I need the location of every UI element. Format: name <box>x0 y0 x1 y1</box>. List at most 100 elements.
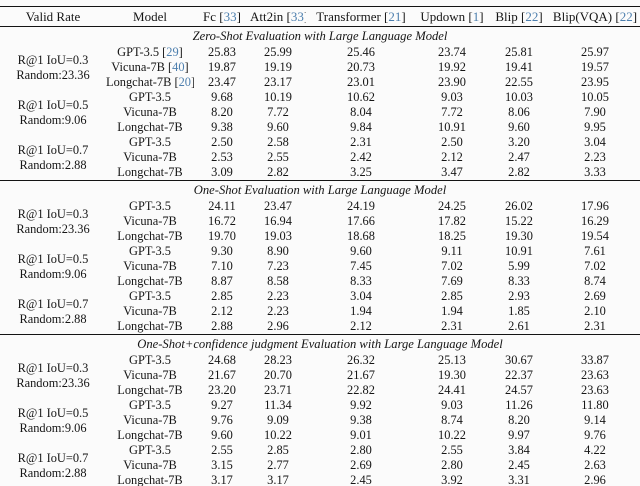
table-row: R@1 IoU=0.5 Random:9.06 GPT-3.5 9.68 10.19 10… <box>0 90 640 127</box>
model-cell: Longchat-7B <box>117 274 183 288</box>
valid-rate-line: R@1 IoU=0.7 <box>17 451 89 466</box>
metric-value-cell: 8.74 <box>584 274 606 288</box>
table-row: Longchat-7B 19.70 19.03 18.68 18.25 19.30 19.5… <box>0 229 640 244</box>
metric-value-cell: 8.90 <box>267 244 289 258</box>
metric-value-cell: 9.76 <box>584 428 606 442</box>
section-title: One-Shot+confidence judgment Evaluation … <box>137 337 503 351</box>
model-cell: Longchat-7B [20] <box>106 75 194 89</box>
metric-value-cell: 2.96 <box>267 319 289 333</box>
metric-value-cell: 10.03 <box>505 90 533 104</box>
metric-value-cell: 25.83 <box>208 45 236 59</box>
valid-rate-cell: R@1 IoU=0.5 Random:9.06 <box>0 244 106 289</box>
valid-rate-line: R@1 IoU=0.5 <box>17 406 89 421</box>
metric-value-cell: 3.31 <box>508 473 530 486</box>
metric-value-cell: 10.19 <box>264 90 292 104</box>
metric-value-cell: 2.69 <box>350 458 372 472</box>
metric-value-cell: 2.12 <box>350 319 372 333</box>
section-heading-row: One-Shot Evaluation with Large Language … <box>0 180 640 199</box>
metric-value-cell: 24.57 <box>505 383 533 397</box>
citation-link[interactable]: 22 <box>525 8 539 24</box>
model-cell: Vicuna-7B <box>123 150 177 164</box>
metric-value-cell: 9.27 <box>211 398 233 412</box>
metric-value-cell: 2.53 <box>211 150 233 164</box>
table-row: R@1 IoU=0.5 Random:9.06 GPT-3.5 9.30 8.90 9.6… <box>0 244 640 281</box>
metric-value-cell: 2.58 <box>267 135 289 149</box>
table-row: Longchat-7B 9.38 9.60 9.84 10.91 9.60 9.95 <box>0 120 640 135</box>
metric-value-cell: 10.91 <box>505 244 533 258</box>
metric-value-cell: 3.04 <box>584 135 606 149</box>
citation-link[interactable]: 20 <box>178 75 191 89</box>
valid-rate-cell: R@1 IoU=0.3 Random:23.36 <box>0 45 106 90</box>
metric-value-cell: 24.19 <box>347 199 375 213</box>
column-header-model: Model <box>106 6 194 27</box>
valid-rate-line: R@1 IoU=0.7 <box>17 143 89 158</box>
model-cell: Vicuna-7B <box>123 458 177 472</box>
column-header-fc: Fc [33] <box>194 6 250 27</box>
valid-rate-cell: R@1 IoU=0.5 Random:9.06 <box>0 398 106 443</box>
table-row: R@1 IoU=0.5 Random:9.06 GPT-3.5 9.27 11.34 9.… <box>0 398 640 435</box>
metric-value-cell: 3.47 <box>441 165 463 179</box>
table-row: R@1 IoU=0.3 Random:23.36 GPT-3.5 [29] 25.83… <box>0 45 640 82</box>
metric-value-cell: 3.25 <box>350 165 372 179</box>
model-cell: GPT-3.5 <box>129 135 171 149</box>
model-cell: Longchat-7B <box>117 473 183 486</box>
metric-value-cell: 20.70 <box>264 368 292 382</box>
metric-value-cell: 2.10 <box>584 304 606 318</box>
citation-link[interactable]: 33 <box>223 8 237 24</box>
metric-value-cell: 23.17 <box>264 75 292 89</box>
metric-value-cell: 2.61 <box>508 319 530 333</box>
metric-value-cell: 2.82 <box>267 165 289 179</box>
metric-value-cell: 23.63 <box>581 368 609 382</box>
metric-value-cell: 2.80 <box>350 443 372 457</box>
metric-value-cell: 3.17 <box>211 473 233 486</box>
citation-link[interactable]: 29 <box>166 45 179 59</box>
citation-link[interactable]: 1 <box>472 8 480 24</box>
valid-rate-line: Random:2.88 <box>19 311 87 326</box>
metric-value-cell: 9.97 <box>508 428 530 442</box>
valid-rate-cell: R@1 IoU=0.7 Random:2.88 <box>0 443 106 486</box>
model-cell: GPT-3.5 <box>129 353 171 367</box>
citation-link[interactable]: 22 <box>619 8 633 24</box>
valid-rate-line: R@1 IoU=0.7 <box>17 297 89 312</box>
metric-value-cell: 23.90 <box>438 75 466 89</box>
metric-value-cell: 2.93 <box>508 289 530 303</box>
metric-value-cell: 7.45 <box>350 259 372 273</box>
metric-value-cell: 2.80 <box>441 458 463 472</box>
citation-link[interactable]: 40 <box>172 60 185 74</box>
metric-value-cell: 19.92 <box>438 60 466 74</box>
model-cell: GPT-3.5 <box>129 443 171 457</box>
metric-value-cell: 3.09 <box>211 165 233 179</box>
metric-value-cell: 3.84 <box>508 443 530 457</box>
metric-value-cell: 2.12 <box>441 150 463 164</box>
column-header-blip: Blip [22] <box>488 6 550 27</box>
table-row: R@1 IoU=0.7 Random:2.88 GPT-3.5 2.50 2.58 2.3… <box>0 135 640 172</box>
model-cell: GPT-3.5 <box>129 199 171 213</box>
metric-value-cell: 19.19 <box>264 60 292 74</box>
metric-value-cell: 19.57 <box>581 60 609 74</box>
citation-link[interactable]: 33 <box>290 8 304 24</box>
metric-value-cell: 19.70 <box>208 229 236 243</box>
metric-value-cell: 2.85 <box>211 289 233 303</box>
metric-value-cell: 15.22 <box>505 214 533 228</box>
metric-value-cell: 19.54 <box>581 229 609 243</box>
metric-value-cell: 23.95 <box>581 75 609 89</box>
metric-value-cell: 23.47 <box>208 75 236 89</box>
metric-value-cell: 23.74 <box>438 45 466 59</box>
metric-value-cell: 30.67 <box>505 353 533 367</box>
metric-value-cell: 8.87 <box>211 274 233 288</box>
valid-rate-cell: R@1 IoU=0.3 Random:23.36 <box>0 199 106 244</box>
metric-value-cell: 2.55 <box>441 443 463 457</box>
metric-value-cell: 9.03 <box>441 398 463 412</box>
model-cell: Vicuna-7B <box>123 105 177 119</box>
metric-value-cell: 19.30 <box>438 368 466 382</box>
metric-value-cell: 3.92 <box>441 473 463 486</box>
metric-value-cell: 2.23 <box>267 304 289 318</box>
section-title: Zero-Shot Evaluation with Large Language… <box>192 29 448 43</box>
citation-link[interactable]: 21 <box>388 8 402 24</box>
metric-value-cell: 25.99 <box>264 45 292 59</box>
metric-value-cell: 2.42 <box>350 150 372 164</box>
valid-rate-cell: R@1 IoU=0.7 Random:2.88 <box>0 135 106 181</box>
metric-value-cell: 7.72 <box>441 105 463 119</box>
